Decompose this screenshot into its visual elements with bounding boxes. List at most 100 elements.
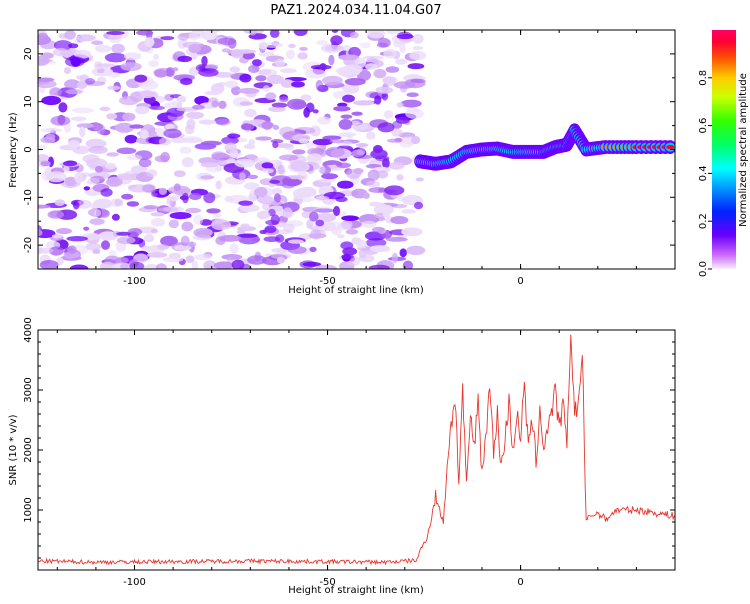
noise-blob [281, 181, 296, 189]
noise-blob [330, 35, 343, 46]
noise-blob [358, 254, 375, 263]
y-tick-label: -10 [23, 189, 34, 205]
noise-blob [106, 31, 125, 35]
noise-blob [365, 63, 378, 70]
noise-blob [76, 81, 88, 89]
noise-blob [39, 260, 59, 269]
noise-blob [224, 80, 239, 89]
noise-blob [367, 30, 385, 39]
noise-blob [83, 226, 90, 231]
noise-blob [343, 85, 360, 94]
noise-blob [388, 161, 405, 170]
noise-blob [63, 67, 71, 74]
noise-blob [255, 136, 272, 141]
noise-blob [280, 79, 294, 88]
noise-blob [401, 227, 423, 237]
noise-blob [58, 102, 68, 113]
noise-blob [213, 261, 234, 269]
noise-blob [38, 77, 55, 83]
noise-blob [83, 186, 91, 191]
colorbar-tick-label: 0.4 [698, 165, 709, 181]
noise-blob [143, 205, 158, 210]
snr-ticks: -100 -50 0 1000 2000 3000 4000 [23, 317, 675, 588]
noise-blob [239, 172, 246, 181]
noise-blob [127, 228, 143, 236]
noise-blob [214, 166, 223, 171]
noise-blob [351, 111, 363, 116]
noise-blob [170, 196, 179, 202]
noise-blob [282, 207, 293, 218]
noise-blob [226, 158, 237, 165]
noise-blob [114, 198, 124, 207]
noise-blob [76, 34, 96, 42]
noise-blob [94, 209, 101, 217]
noise-blob [148, 60, 159, 67]
noise-blob [376, 42, 389, 48]
noise-blob [275, 58, 285, 67]
noise-blob [338, 119, 353, 130]
noise-blob [238, 200, 254, 206]
noise-blob [150, 212, 166, 217]
noise-blob [106, 113, 118, 120]
noise-blob [377, 122, 395, 133]
noise-blob [288, 246, 307, 254]
noise-blob [74, 172, 84, 184]
noise-blob [52, 48, 70, 57]
noise-blob [341, 219, 353, 230]
noise-blob [38, 247, 54, 254]
noise-blob [310, 229, 322, 240]
noise-blob [116, 236, 136, 245]
noise-blob [82, 154, 100, 164]
noise-blob [375, 86, 394, 94]
noise-blob [278, 164, 285, 175]
noise-blob [120, 263, 134, 269]
noise-blob [111, 43, 125, 54]
noise-blob [185, 255, 195, 263]
colorbar-label: Normalized spectral amplitude [738, 73, 749, 227]
noise-blob [396, 102, 404, 108]
noise-blob [57, 114, 66, 125]
noise-blob [74, 49, 92, 59]
noise-blob [189, 192, 202, 201]
noise-blob [177, 55, 192, 63]
noise-blob [384, 185, 405, 196]
spectrogram-ylabel: Frequency (Hz) [8, 112, 19, 188]
noise-blob [146, 169, 158, 178]
x-tick-label: -50 [319, 577, 335, 588]
noise-blob [331, 30, 339, 33]
noise-blob [253, 186, 268, 198]
noise-blob [306, 153, 322, 163]
noise-blob [46, 171, 67, 183]
noise-blob [40, 40, 57, 50]
noise-blob [324, 45, 344, 52]
noise-blob [126, 154, 143, 161]
noise-blob [204, 90, 222, 96]
snr-ylabel: SNR (10 * v/v) [8, 414, 19, 485]
noise-blob [182, 41, 204, 49]
noise-blob [173, 244, 192, 251]
noise-blob [85, 138, 107, 149]
noise-blob [154, 155, 170, 163]
noise-blob [79, 126, 86, 138]
noise-blob [118, 96, 139, 106]
noise-blob [177, 95, 187, 103]
noise-blob [399, 138, 414, 148]
noise-blob [172, 67, 179, 72]
noise-blob [337, 234, 345, 239]
noise-blob [374, 95, 382, 105]
snr-xlabel: Height of straight line (km) [288, 585, 424, 596]
noise-blob [71, 107, 94, 114]
noise-blob [257, 68, 278, 77]
noise-blob [391, 128, 403, 137]
x-tick-label: -50 [319, 276, 335, 287]
noise-blob [400, 99, 422, 108]
noise-blob [99, 261, 116, 269]
noise-blob [181, 221, 194, 232]
noise-blob [95, 44, 112, 53]
noise-blob [229, 243, 239, 254]
noise-blob [198, 119, 216, 125]
noise-blob [325, 146, 345, 158]
noise-blob [338, 211, 347, 217]
noise-blob [396, 174, 404, 181]
